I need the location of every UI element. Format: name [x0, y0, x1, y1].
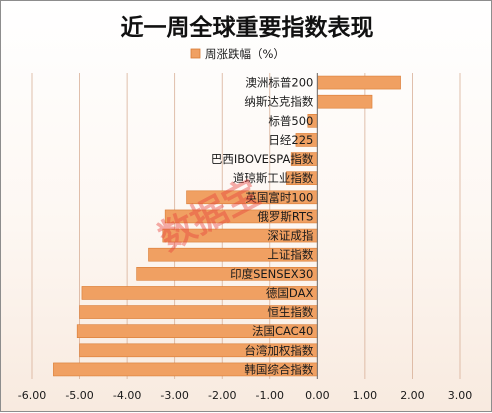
category-label: 德国DAX: [266, 286, 314, 300]
category-label: 道琼斯工业指数: [233, 171, 314, 185]
category-label: 恒生指数: [267, 305, 313, 319]
category-label: 上证指数: [267, 248, 313, 262]
bar: [317, 75, 401, 90]
legend-swatch: [190, 48, 201, 59]
x-tick-label: -3.00: [160, 389, 188, 402]
x-tick-label: 2.00: [400, 389, 425, 402]
x-tick-label: -1.00: [256, 389, 284, 402]
x-tick-label: -6.00: [18, 389, 46, 402]
category-label: 深证成指: [267, 229, 313, 243]
category-label: 韩国综合指数: [244, 362, 313, 376]
x-tick-label: 1.00: [353, 389, 378, 402]
chart-title: 近一周全球重要指数表现: [121, 14, 374, 41]
category-label: 英国富时100: [245, 190, 313, 204]
watermark-stamp: 数据宝: [152, 172, 267, 259]
category-label: 日经225: [268, 133, 313, 147]
category-label: 俄罗斯RTS: [257, 209, 313, 223]
category-label: 纳斯达克指数: [244, 95, 313, 109]
category-label: 法国CAC40: [252, 324, 313, 338]
category-label: 台湾加权指数: [244, 343, 313, 357]
x-tick-label: 0.00: [305, 389, 330, 402]
x-tick-label: -2.00: [208, 389, 236, 402]
x-tick-label: -4.00: [113, 389, 141, 402]
bar-layer: [53, 75, 401, 377]
bar: [317, 94, 373, 109]
tick-layer: -6.00 -5.00 -4.00 -3.00 -2.00 -1.00 0.00 1.00 2.…: [18, 389, 472, 402]
category-label: 澳洲标普200: [245, 76, 313, 90]
category-label: 印度SENSEX30: [230, 267, 313, 281]
x-tick-label: 3.00: [448, 389, 473, 402]
legend-label: 周涨跌幅（%）: [205, 47, 285, 61]
x-tick-label: -5.00: [65, 389, 93, 402]
category-label: 巴西IBOVESPA指数: [211, 152, 314, 166]
category-label: 标普500: [268, 114, 313, 128]
